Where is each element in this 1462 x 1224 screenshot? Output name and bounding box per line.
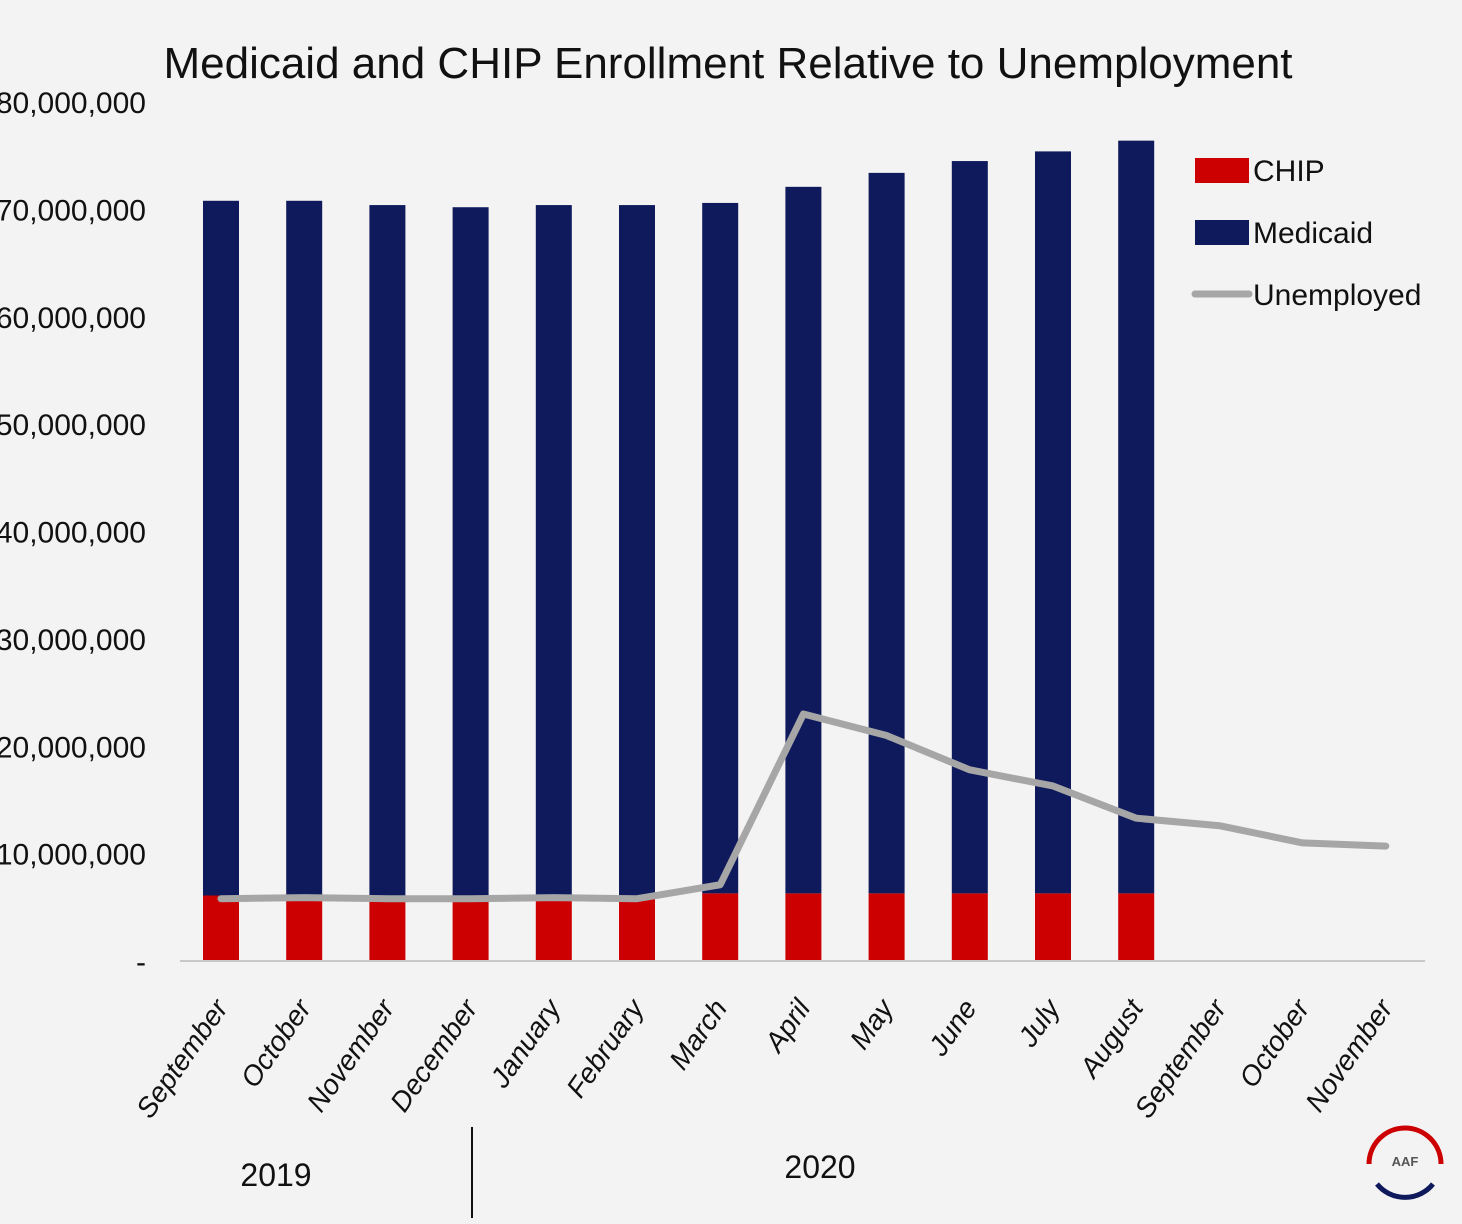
- legend-label: Unemployed: [1253, 279, 1421, 312]
- legend: CHIP Medicaid Unemployed: [1191, 155, 1421, 312]
- legend-label: CHIP: [1253, 155, 1325, 188]
- x-category-label: July: [1011, 992, 1067, 1053]
- chip-bar: [785, 893, 822, 961]
- medicaid-bar: [535, 205, 572, 896]
- y-tick-label: 40,000,000: [0, 517, 146, 550]
- legend-swatch: [1195, 220, 1249, 245]
- x-category-label: May: [844, 992, 901, 1055]
- chip-bar: [535, 895, 572, 961]
- year-labels: 2019 2020: [240, 1149, 855, 1193]
- medicaid-bar: [619, 205, 655, 896]
- chip-bar: [619, 895, 655, 961]
- legend-swatch: [1195, 158, 1249, 183]
- chip-bar: [286, 895, 323, 961]
- chip-bar: [452, 895, 489, 961]
- medicaid-bar: [452, 207, 489, 896]
- chip-bar: [1118, 893, 1155, 961]
- chip-bar: [1035, 893, 1071, 961]
- medicaid-bar: [1035, 151, 1071, 894]
- y-tick-label: 60,000,000: [0, 302, 146, 335]
- chip-bar: [369, 895, 406, 961]
- chip-bar: [868, 893, 905, 961]
- medicaid-bar: [1118, 140, 1155, 894]
- chip-bar: [951, 893, 988, 961]
- medicaid-bar: [868, 172, 905, 894]
- y-tick-label: 70,000,000: [0, 194, 146, 227]
- medicaid-bar: [369, 205, 406, 896]
- year-label: 2020: [784, 1149, 855, 1185]
- medicaid-bar: [785, 186, 822, 894]
- x-category-label: October: [1233, 992, 1316, 1093]
- y-tick-label: 30,000,000: [0, 624, 146, 657]
- y-tick-label: 10,000,000: [0, 839, 146, 872]
- line-series: [217, 710, 1390, 903]
- chip-bar: [203, 895, 239, 961]
- y-tick-label: -: [136, 946, 146, 979]
- medicaid-bar: [286, 200, 323, 896]
- logo-ring-bottom: [1375, 1182, 1435, 1200]
- medicaid-bar: [951, 161, 988, 894]
- x-category-label: September: [130, 992, 235, 1123]
- medicaid-bar: [203, 200, 239, 896]
- y-tick-label: 50,000,000: [0, 409, 146, 442]
- legend-label: Medicaid: [1253, 217, 1373, 250]
- x-category-label: February: [560, 992, 651, 1103]
- y-axis-ticks: 80,000,000 70,000,000 60,000,000 50,000,000…: [0, 87, 146, 979]
- chip-bar: [702, 893, 739, 961]
- x-category-label: January: [484, 992, 568, 1094]
- x-category-label: October: [235, 992, 318, 1093]
- chart-title: Medicaid and CHIP Enrollment Relative to…: [163, 39, 1292, 88]
- medicaid-bar: [702, 202, 739, 894]
- logo-text: AAF: [1392, 1154, 1419, 1169]
- x-category-label: March: [663, 994, 733, 1076]
- x-category-label: April: [758, 993, 817, 1059]
- x-category-label: August: [1073, 993, 1150, 1085]
- x-category-label: June: [922, 994, 983, 1062]
- y-tick-label: 20,000,000: [0, 731, 146, 764]
- logo-ring-top: [1366, 1125, 1444, 1165]
- year-label: 2019: [240, 1157, 311, 1193]
- bar-series: [203, 140, 1155, 961]
- aaf-logo: AAF: [1366, 1125, 1444, 1200]
- y-tick-label: 80,000,000: [0, 87, 146, 120]
